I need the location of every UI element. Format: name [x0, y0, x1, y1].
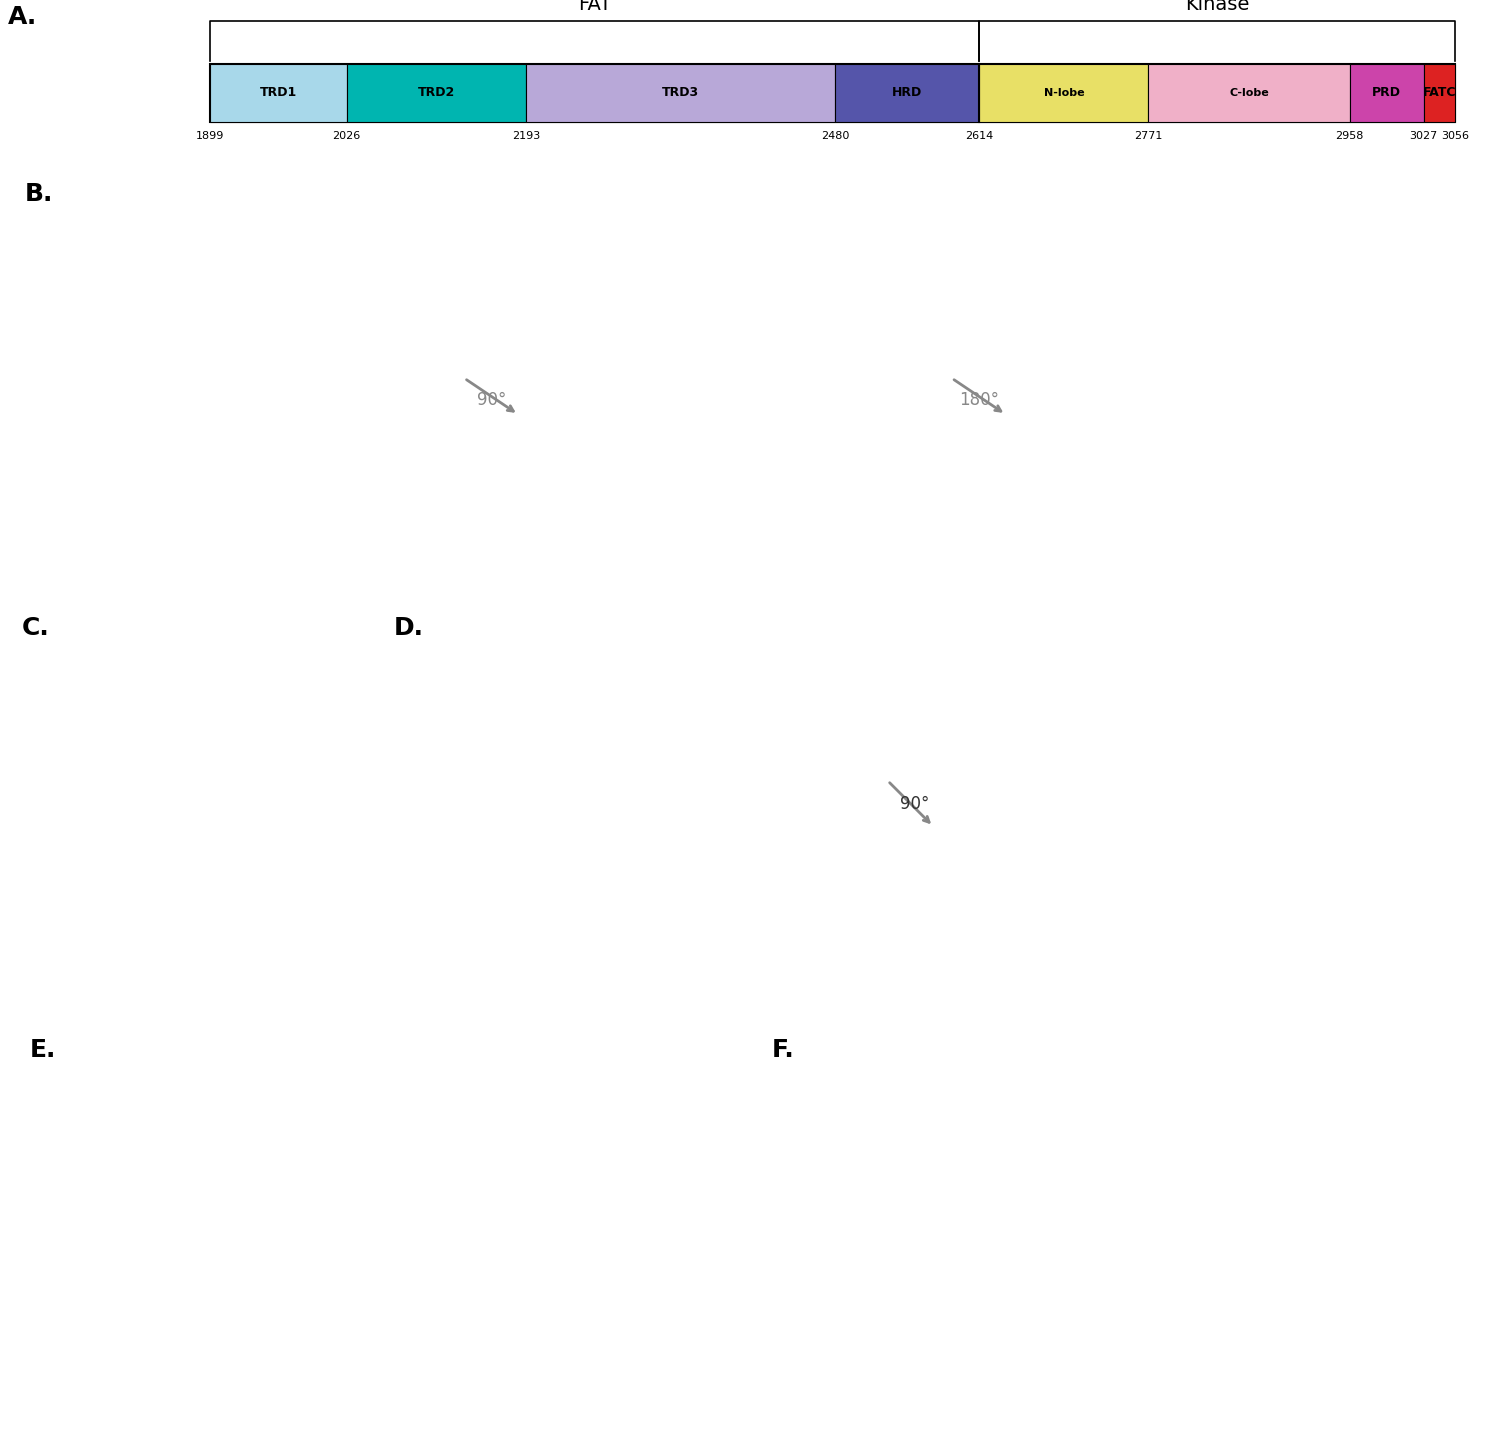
Text: B.: B.	[24, 182, 52, 205]
Text: Kinase: Kinase	[1185, 0, 1250, 13]
Bar	[346, 64, 526, 122]
Text: TRD3: TRD3	[662, 87, 699, 100]
Bar	[526, 64, 836, 122]
Text: FAT: FAT	[578, 0, 612, 13]
Text: 2614: 2614	[966, 130, 993, 140]
Text: 2771: 2771	[1134, 130, 1162, 140]
Text: 180°: 180°	[960, 392, 999, 410]
Text: 2026: 2026	[333, 130, 362, 140]
Text: PRD: PRD	[1372, 87, 1401, 100]
Text: N-lobe: N-lobe	[1044, 88, 1084, 98]
Text: TRD1: TRD1	[260, 87, 297, 100]
Text: TRD2: TRD2	[419, 87, 454, 100]
Bar	[836, 64, 980, 122]
Text: F.: F.	[772, 1039, 795, 1062]
Text: 3027: 3027	[1410, 130, 1438, 140]
Bar	[980, 64, 1149, 122]
Bar	[1424, 64, 1455, 122]
Text: D.: D.	[393, 616, 423, 640]
Text: 3056: 3056	[1442, 130, 1468, 140]
Text: 90°: 90°	[477, 392, 507, 410]
Text: 1899: 1899	[196, 130, 223, 140]
Text: FATC: FATC	[1422, 87, 1456, 100]
Bar	[1350, 64, 1424, 122]
Text: E.: E.	[30, 1039, 56, 1062]
Text: 2480: 2480	[821, 130, 849, 140]
Bar	[210, 64, 1455, 122]
Text: 2958: 2958	[1335, 130, 1364, 140]
Text: C.: C.	[22, 616, 50, 640]
Text: 90°: 90°	[900, 794, 930, 813]
Text: C-lobe: C-lobe	[1228, 88, 1269, 98]
Bar	[1149, 64, 1350, 122]
Text: 2193: 2193	[512, 130, 540, 140]
Text: HRD: HRD	[892, 87, 922, 100]
Bar	[210, 64, 346, 122]
Text: A.: A.	[8, 4, 36, 29]
